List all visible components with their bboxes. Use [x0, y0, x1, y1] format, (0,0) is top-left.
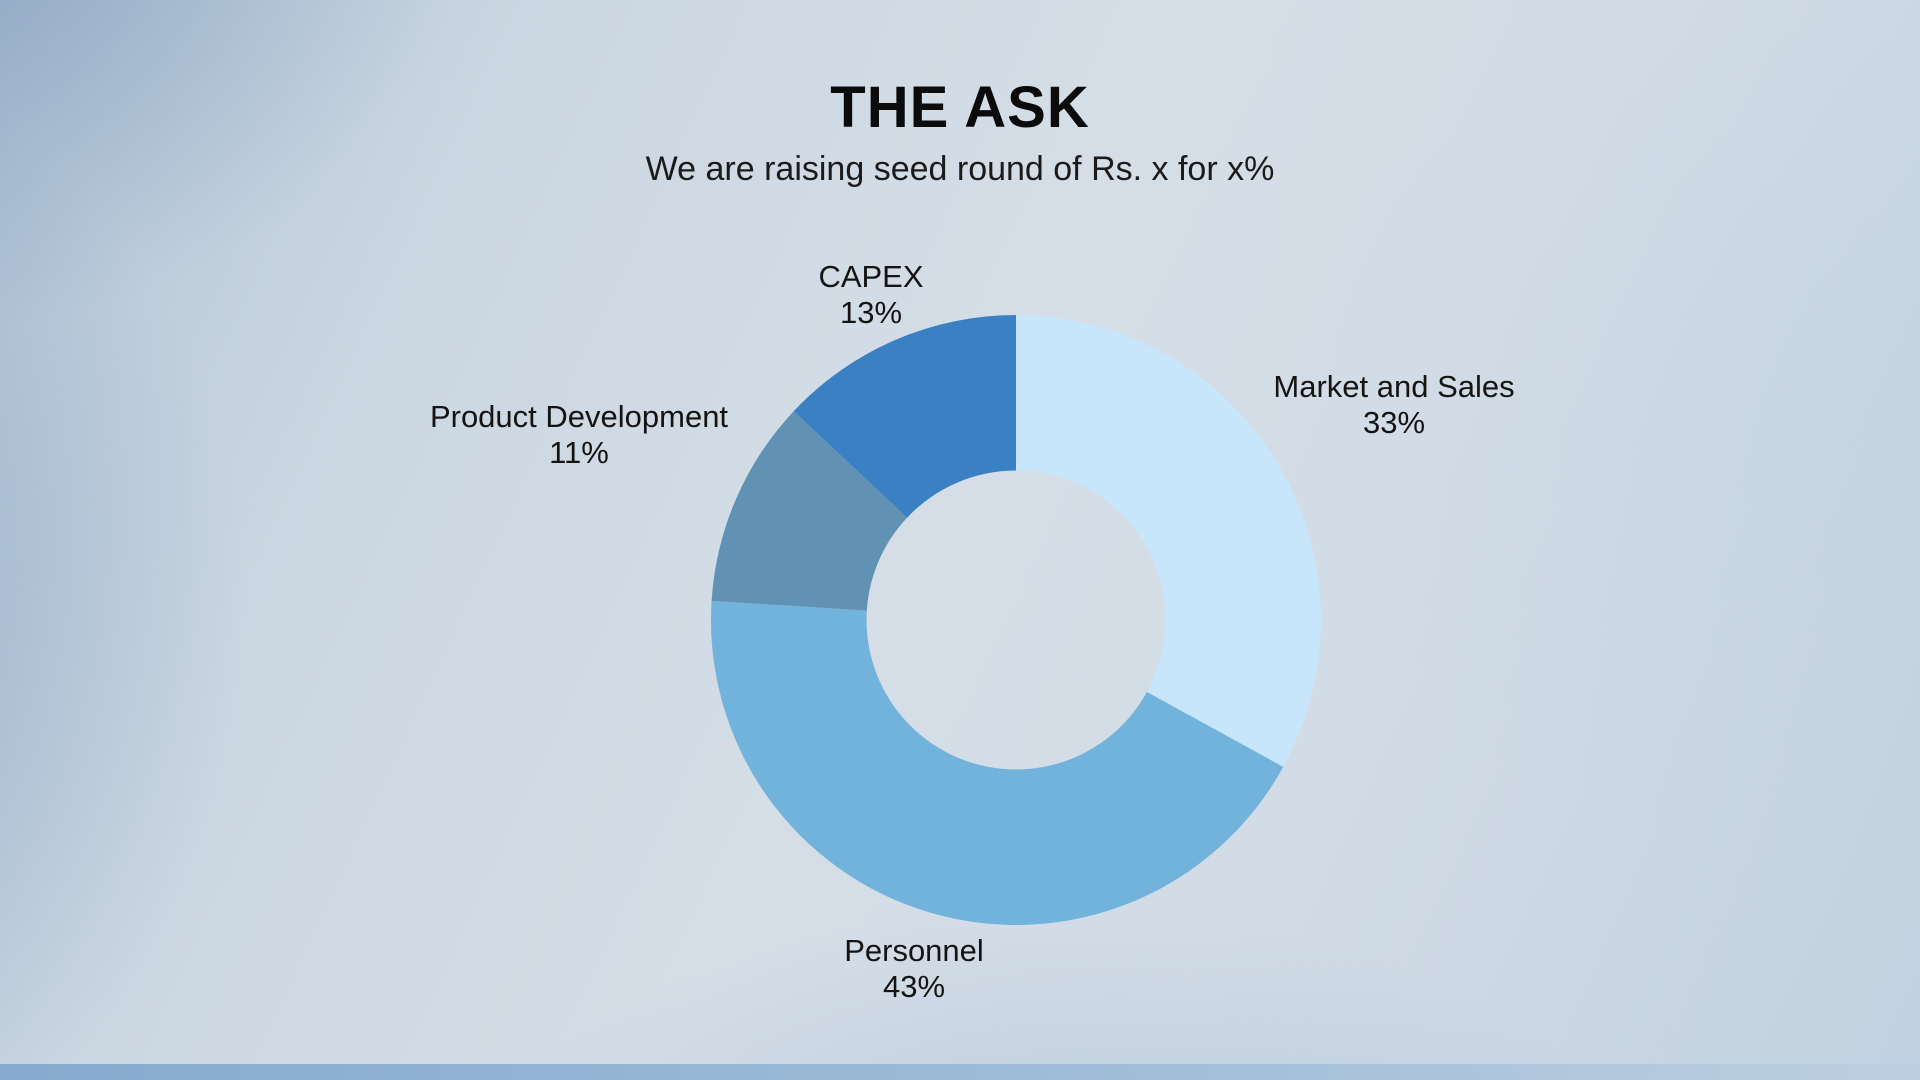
slice-label-product-development: Product Development 11%: [430, 399, 728, 471]
slice-label-product-development-name: Product Development: [429, 399, 729, 434]
slide-title: THE ASK: [830, 75, 1090, 140]
slide-subtitle: We are raising seed round of Rs. x for x…: [645, 149, 1275, 188]
slice-label-capex: CAPEX 13%: [818, 259, 923, 331]
background-bottom-band: [0, 1064, 1920, 1080]
donut-chart: [710, 315, 1321, 925]
slice-label-personnel-name: Personnel: [844, 933, 984, 968]
donut-segment-capex: [793, 315, 1016, 518]
slide-header: THE ASK We are raising seed round of Rs.…: [0, 75, 1920, 190]
slice-label-market-and-sales: Market and Sales 33%: [1273, 369, 1514, 441]
donut-segment-product-development: [711, 411, 908, 611]
slice-label-personnel: Personnel 43%: [844, 933, 984, 1005]
slice-label-capex-value: 13%: [839, 295, 903, 330]
slice-label-product-development-value: 11%: [549, 435, 609, 470]
slice-label-capex-name: CAPEX: [818, 259, 924, 294]
donut-segment-personnel: [710, 600, 1284, 925]
slice-label-market-and-sales-name: Market and Sales: [1273, 369, 1515, 404]
slice-label-personnel-value: 43%: [882, 969, 946, 1004]
slice-label-market-and-sales-value: 33%: [1362, 405, 1426, 440]
donut-segment-market-and-sales: [1016, 315, 1321, 767]
